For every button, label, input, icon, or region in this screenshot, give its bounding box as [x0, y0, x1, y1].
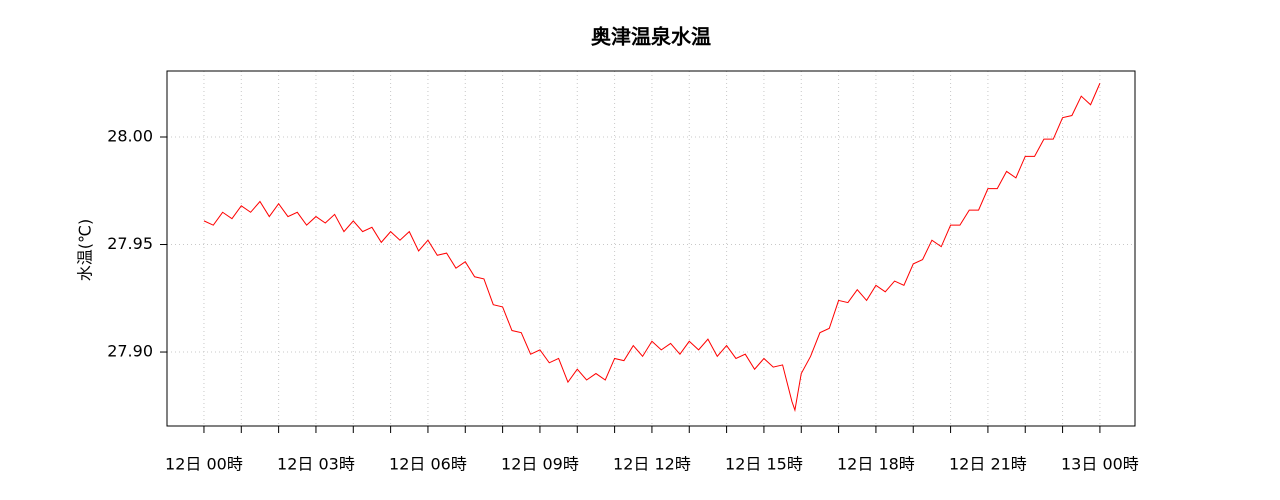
y-tick-label: 27.90 — [107, 342, 153, 361]
x-tick-label: 12日 09時 — [501, 455, 579, 474]
x-tick-label: 12日 12時 — [613, 455, 691, 474]
y-tick-label: 27.95 — [107, 234, 153, 253]
x-tick-label: 12日 18時 — [837, 455, 915, 474]
x-tick-label: 12日 15時 — [725, 455, 803, 474]
x-tick-label: 13日 00時 — [1061, 455, 1139, 474]
x-tick-label: 12日 00時 — [165, 455, 243, 474]
chart-title: 奥津温泉水温 — [591, 25, 711, 49]
y-tick-label: 28.00 — [107, 127, 153, 146]
x-tick-label: 12日 03時 — [277, 455, 355, 474]
x-tick-label: 12日 21時 — [949, 455, 1027, 474]
plot-frame — [166, 70, 1136, 427]
y-axis-label: 水温(℃) — [76, 219, 95, 281]
data-line — [203, 83, 1101, 413]
x-tick-label: 12日 06時 — [389, 455, 467, 474]
